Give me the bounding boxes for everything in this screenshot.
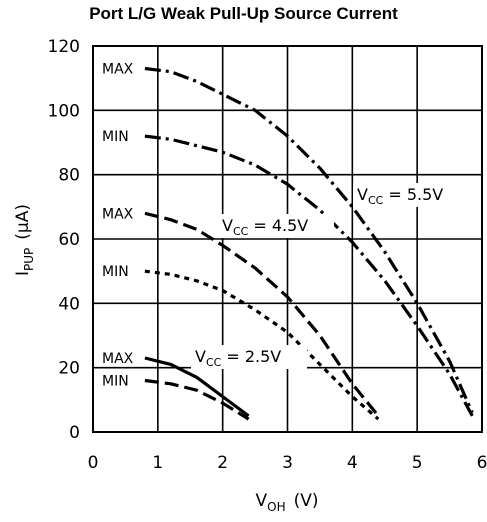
x-axis-label: VOH (V) xyxy=(255,491,318,514)
y-tick-label: 20 xyxy=(58,359,80,379)
x-tick-label: 6 xyxy=(477,453,487,473)
y-tick-label: 60 xyxy=(58,230,80,250)
chart-title: Port L/G Weak Pull-Up Source Current xyxy=(89,4,398,23)
annotation-bg xyxy=(353,183,469,207)
series-label-bg xyxy=(100,350,134,367)
x-tick-label: 0 xyxy=(88,453,99,473)
series-line-4_5V-max xyxy=(144,211,380,417)
series-label-bg xyxy=(100,372,134,389)
vcc-annotation: VCC = 4.5V xyxy=(222,216,308,238)
series-label: MIN xyxy=(102,374,129,390)
series-line-5_5V-max xyxy=(144,66,474,414)
vcc-annotation: VCC = 2.5V xyxy=(195,347,281,369)
annotation-bg xyxy=(191,345,307,369)
x-tick-label: 5 xyxy=(412,453,423,473)
series-label-bg xyxy=(100,263,134,280)
series-label: MIN xyxy=(102,129,129,145)
annotation-bg xyxy=(218,214,334,238)
series-label-bg xyxy=(100,128,134,145)
series-label-bg xyxy=(100,205,134,222)
x-tick-label: 2 xyxy=(217,453,228,473)
y-tick-label: 40 xyxy=(58,294,80,314)
y-axis-label: IPUP(μA) xyxy=(13,204,36,276)
series-label: MAX xyxy=(102,206,134,222)
series-label: MAX xyxy=(102,62,134,78)
y-tick-label: 0 xyxy=(69,423,80,443)
plot-frame xyxy=(92,45,483,433)
series-line-5_5V-min xyxy=(144,134,474,417)
vcc-annotation: VCC = 5.5V xyxy=(357,185,443,207)
series-line-2_5V-min xyxy=(144,378,250,421)
series-label-bg xyxy=(100,60,134,77)
y-tick-label: 80 xyxy=(58,166,80,186)
x-tick-label: 4 xyxy=(347,453,358,473)
series-label: MAX xyxy=(102,351,134,367)
y-tick-label: 100 xyxy=(48,101,80,121)
series-line-4_5V-min xyxy=(144,269,380,421)
y-tick-label: 120 xyxy=(48,37,80,57)
x-tick-label: 1 xyxy=(152,453,163,473)
series-line-2_5V-max xyxy=(144,356,250,418)
x-tick-label: 3 xyxy=(282,453,293,473)
series-label: MIN xyxy=(102,264,129,280)
